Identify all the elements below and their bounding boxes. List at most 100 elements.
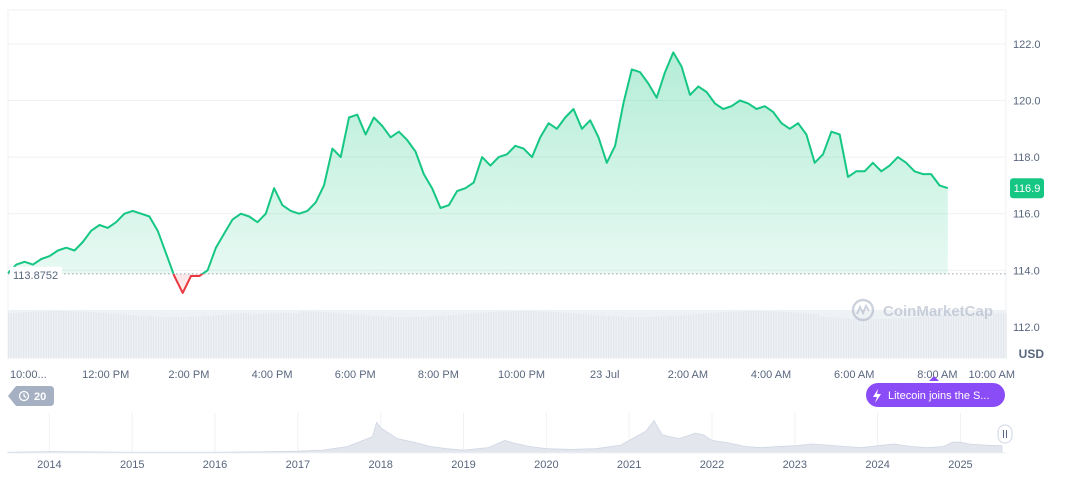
volume-bar — [210, 315, 212, 358]
navigator-tick-label: 2025 — [948, 459, 972, 471]
volume-bar — [983, 313, 985, 358]
volume-bar — [248, 312, 250, 358]
volume-bar — [150, 316, 152, 358]
volume-bar — [495, 311, 497, 358]
volume-bar — [805, 313, 807, 358]
volume-bar — [713, 312, 715, 358]
volume-bar — [788, 312, 790, 358]
volume-bar — [220, 314, 222, 358]
volume-bar — [160, 316, 162, 358]
y-tick-label: 122.0 — [1013, 39, 1041, 51]
volume-bar — [13, 312, 15, 358]
volume-bar — [58, 311, 60, 358]
volume-bar — [945, 314, 947, 358]
volume-bar — [830, 317, 832, 358]
news-badge[interactable]: Litecoin joins the S... — [866, 376, 1005, 407]
volume-bar — [853, 318, 855, 358]
volume-bar — [840, 317, 842, 358]
volume-bar — [165, 316, 167, 358]
volume-bar — [958, 313, 960, 358]
volume-bar — [943, 314, 945, 358]
volume-bar — [883, 318, 885, 358]
volume-bar — [418, 316, 420, 358]
volume-bar — [990, 313, 992, 358]
volume-bar — [300, 311, 302, 358]
volume-bar — [155, 316, 157, 358]
volume-bar — [115, 313, 117, 358]
volume-bar — [238, 313, 240, 358]
volume-bar — [610, 316, 612, 358]
volume-bar — [898, 318, 900, 358]
y-tick-label: 112.0 — [1013, 322, 1040, 334]
navigator-handle[interactable] — [997, 424, 1013, 444]
volume-bar — [658, 316, 660, 358]
volume-bar — [385, 316, 387, 358]
volume-bar — [65, 311, 67, 358]
volume-bar — [280, 313, 282, 358]
volume-bar — [195, 316, 197, 358]
volume-bar — [225, 314, 227, 358]
volume-bar — [343, 313, 345, 358]
volume-bar — [493, 311, 495, 358]
volume-bar — [633, 316, 635, 358]
volume-bar — [268, 313, 270, 358]
volume-bar — [653, 316, 655, 358]
volume-bar — [908, 317, 910, 358]
volume-bar — [330, 312, 332, 358]
volume-bar — [670, 315, 672, 358]
volume-bar — [695, 314, 697, 358]
volume-bar — [765, 311, 767, 358]
volume-bar — [865, 318, 867, 358]
volume-bar — [743, 311, 745, 358]
volume-bar — [440, 315, 442, 358]
volume-bar — [733, 311, 735, 358]
volume-bar — [328, 312, 330, 358]
volume-bar — [995, 313, 997, 358]
volume-bar — [465, 313, 467, 358]
volume-bar — [793, 312, 795, 358]
navigator-tick-label: 2018 — [368, 459, 392, 471]
volume-bar — [353, 314, 355, 358]
volume-bar — [390, 316, 392, 358]
volume-bar — [450, 315, 452, 358]
history-badge[interactable]: 20 — [8, 386, 54, 406]
volume-bar — [428, 316, 430, 358]
volume-bar — [345, 313, 347, 358]
volume-bar — [648, 316, 650, 358]
volume-bar — [563, 312, 565, 358]
volume-bar — [775, 311, 777, 358]
volume-bar — [823, 316, 825, 358]
volume-bar — [818, 314, 820, 358]
volume-bar — [185, 316, 187, 358]
volume-bar — [373, 315, 375, 358]
volume-bar — [263, 313, 265, 358]
volume-bar — [20, 312, 22, 358]
current-price-badge: 116.9 — [1010, 178, 1044, 199]
x-tick-label: 8:00 AM — [917, 369, 957, 381]
volume-bar — [965, 313, 967, 358]
volume-bar — [568, 312, 570, 358]
volume-bar — [930, 315, 932, 358]
volume-bar — [578, 313, 580, 358]
lightning-icon — [873, 389, 881, 403]
volume-bar — [523, 311, 525, 358]
volume-bar — [375, 315, 377, 358]
volume-bar — [75, 311, 77, 358]
volume-bar — [130, 315, 132, 358]
volume-bar — [488, 312, 490, 358]
volume-bar — [338, 313, 340, 358]
volume-bar — [118, 314, 120, 358]
navigator-series — [7, 413, 1006, 454]
volume-bar — [90, 312, 92, 358]
volume-bar — [825, 316, 827, 358]
volume-bar — [758, 311, 760, 358]
volume-bar — [215, 315, 217, 358]
volume-bar — [15, 312, 17, 358]
volume-bar — [405, 316, 407, 358]
volume-bar — [875, 318, 877, 358]
volume-bar — [813, 313, 815, 358]
volume-bar — [320, 311, 322, 358]
volume-bar — [878, 318, 880, 358]
volume-bar — [183, 316, 185, 358]
